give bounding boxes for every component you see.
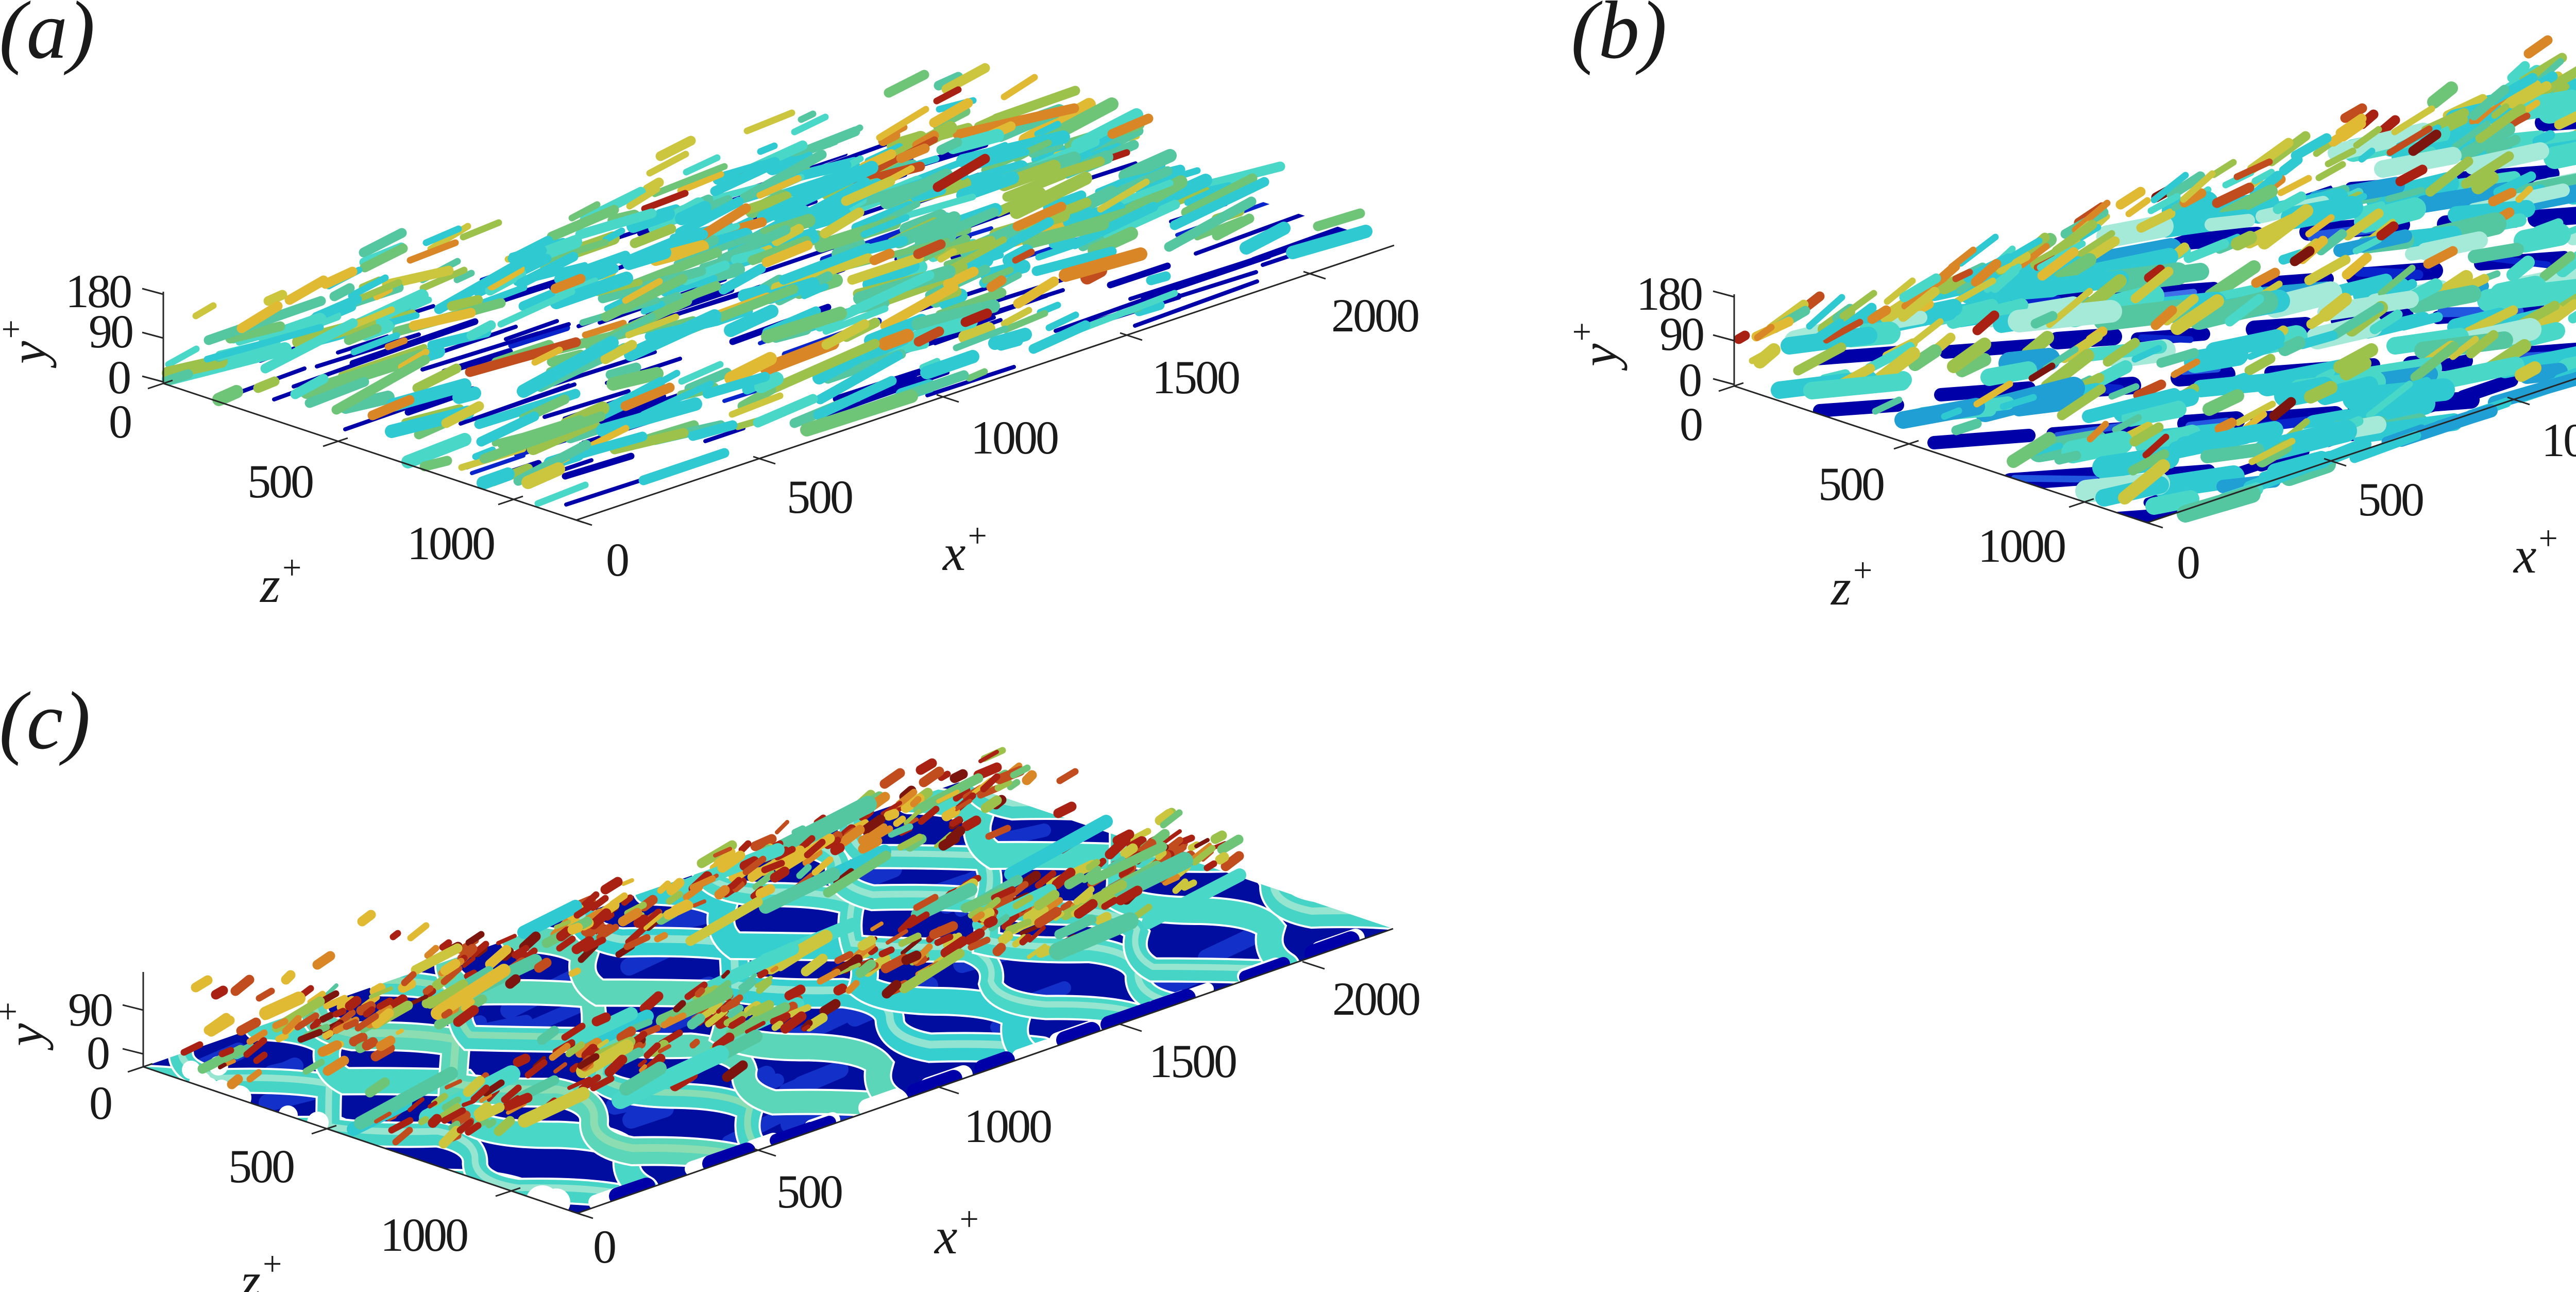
- svg-text:(b): (b): [1571, 0, 1667, 76]
- svg-text:1000: 1000: [407, 517, 494, 569]
- svg-text:1000: 1000: [2541, 414, 2576, 466]
- svg-text:2000: 2000: [1332, 972, 1419, 1025]
- svg-text:90: 90: [68, 983, 112, 1036]
- svg-text:180: 180: [1636, 267, 1702, 320]
- svg-text:500: 500: [228, 1140, 294, 1193]
- svg-text:0: 0: [108, 351, 130, 404]
- svg-text:0: 0: [2177, 536, 2199, 589]
- svg-text:x+: x+: [934, 1200, 980, 1265]
- svg-text:0: 0: [87, 1027, 109, 1079]
- svg-text:0: 0: [1680, 398, 1702, 450]
- svg-text:1000: 1000: [1978, 519, 2065, 572]
- svg-text:0: 0: [109, 395, 131, 448]
- svg-text:1500: 1500: [1149, 1035, 1236, 1087]
- svg-text:0: 0: [1679, 354, 1701, 406]
- svg-text:0: 0: [89, 1077, 111, 1129]
- svg-text:180: 180: [65, 265, 131, 317]
- svg-text:(c): (c): [0, 675, 91, 766]
- svg-text:1500: 1500: [1152, 351, 1239, 404]
- svg-text:500: 500: [787, 471, 852, 523]
- svg-text:500: 500: [776, 1165, 842, 1218]
- svg-text:1000: 1000: [971, 411, 1058, 464]
- svg-text:500: 500: [2358, 473, 2423, 526]
- svg-text:500: 500: [247, 455, 313, 508]
- svg-text:90: 90: [89, 305, 132, 358]
- svg-text:(a): (a): [0, 0, 95, 76]
- svg-text:2000: 2000: [1331, 289, 1418, 342]
- svg-text:0: 0: [593, 1220, 615, 1273]
- svg-text:0: 0: [606, 533, 628, 586]
- svg-text:1000: 1000: [380, 1209, 467, 1261]
- svg-text:500: 500: [1818, 458, 1884, 510]
- svg-text:90: 90: [1659, 308, 1703, 360]
- svg-text:x+: x+: [942, 517, 989, 581]
- svg-text:1000: 1000: [964, 1100, 1051, 1152]
- svg-text:x+: x+: [2513, 519, 2560, 584]
- svg-text:y+: y+: [1563, 321, 1628, 371]
